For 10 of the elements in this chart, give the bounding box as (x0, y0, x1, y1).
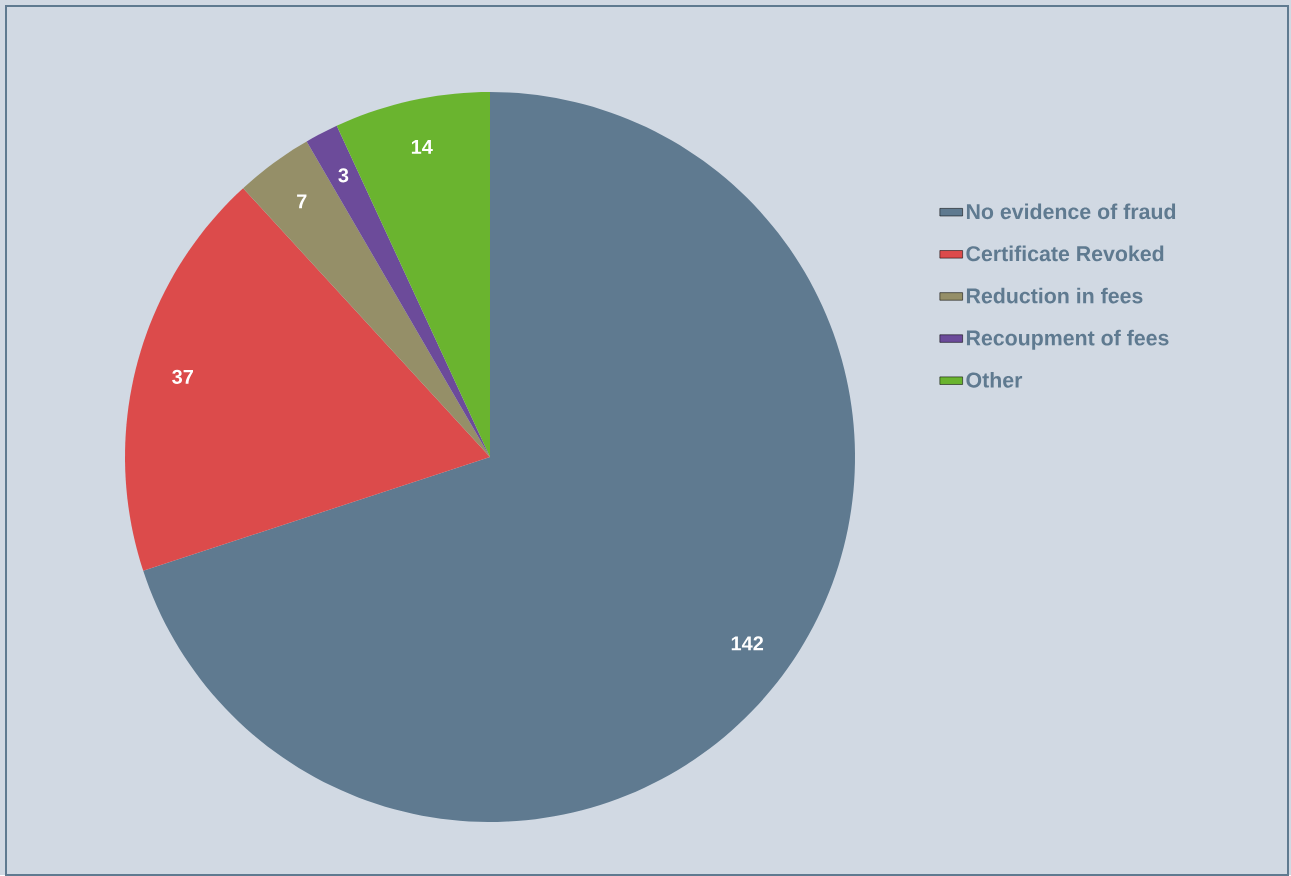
legend-label: Recoupment of fees (966, 329, 1169, 350)
data-label: 37 (172, 369, 193, 384)
data-label: 3 (338, 168, 349, 183)
data-label: 14 (411, 139, 433, 154)
legend-label: Certificate Revoked (966, 245, 1164, 262)
legend-label: Other (966, 371, 1023, 388)
data-label: 7 (297, 194, 307, 209)
legend-label: Reduction in fees (966, 287, 1143, 304)
data-label: 142 (731, 636, 764, 651)
legend-label: No evidence of fraud (966, 203, 1176, 220)
